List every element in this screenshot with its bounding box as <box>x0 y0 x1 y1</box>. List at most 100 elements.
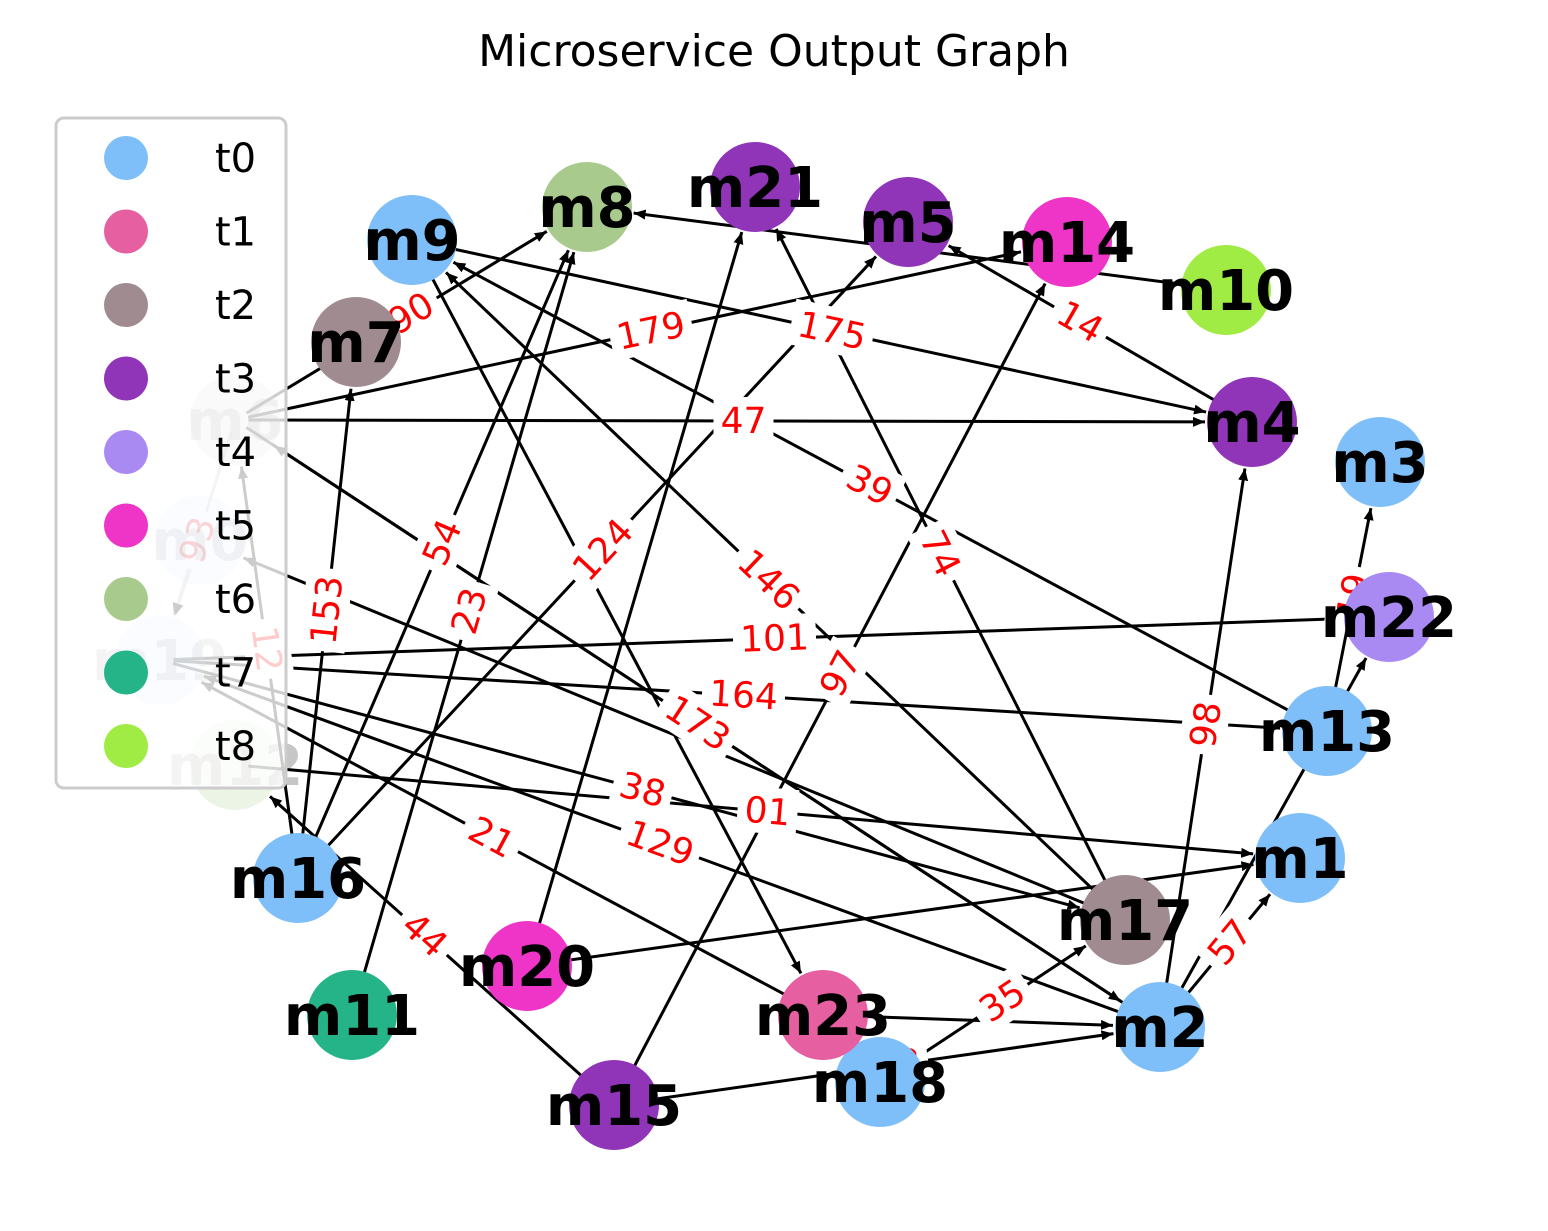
legend-item-t1: t1 <box>104 209 256 256</box>
edge-label-m9-m4: 175 <box>786 298 878 362</box>
edge-m20-m21 <box>529 231 744 954</box>
legend-label-t8: t8 <box>215 724 256 770</box>
legend-label-t4: t4 <box>215 430 256 476</box>
svg-text:57: 57 <box>1200 912 1261 973</box>
edge-label-m2-m4: 98 <box>1177 691 1233 758</box>
node-label-m17: m17 <box>1057 889 1193 954</box>
node-m1: m1 <box>1251 813 1349 903</box>
legend-swatch-t0 <box>104 136 148 180</box>
node-circle-m17 <box>1080 875 1170 965</box>
svg-text:153: 153 <box>303 574 351 647</box>
node-m18: m18 <box>812 1037 948 1127</box>
edge-label-m23-m19: 21 <box>454 802 530 872</box>
node-m4: m4 <box>1203 377 1301 467</box>
svg-text:98: 98 <box>1183 699 1230 750</box>
node-circle-m2 <box>1115 982 1205 1072</box>
legend-item-t6: t6 <box>104 577 256 623</box>
legend-swatch-t7 <box>104 650 148 695</box>
legend-item-t0: t0 <box>104 136 256 182</box>
node-circle-m7 <box>311 297 401 387</box>
node-label-m23: m23 <box>755 984 891 1049</box>
legend-item-t4: t4 <box>104 430 256 476</box>
node-m15: m15 <box>546 1060 682 1150</box>
node-m22: m22 <box>1321 572 1457 662</box>
node-label-m10: m10 <box>1158 259 1294 324</box>
edge-label-m18-m17: 35 <box>964 964 1040 1036</box>
node-circle-m4 <box>1207 377 1297 467</box>
svg-text:129: 129 <box>621 813 700 875</box>
node-label-m8: m8 <box>538 176 635 241</box>
legend-swatch-t5 <box>104 503 148 548</box>
node-circle-m9 <box>367 195 457 285</box>
node-circle-m22 <box>1344 572 1434 662</box>
node-circle-m20 <box>482 921 572 1011</box>
svg-text:101: 101 <box>739 617 809 660</box>
legend-swatch-t6 <box>104 577 148 621</box>
node-circle-m10 <box>1181 245 1271 335</box>
node-label-m9: m9 <box>363 209 460 274</box>
legend-label-t1: t1 <box>215 210 256 256</box>
legend-swatch-t2 <box>104 283 148 327</box>
node-label-m5: m5 <box>859 191 956 256</box>
node-m16: m16 <box>230 833 366 923</box>
node-m7: m7 <box>307 297 405 387</box>
legend-label-t3: t3 <box>215 357 256 403</box>
node-circle-m5 <box>863 177 953 267</box>
node-circle-m11 <box>307 970 397 1060</box>
node-m2: m2 <box>1111 982 1209 1072</box>
node-label-m2: m2 <box>1111 996 1208 1061</box>
node-label-m11: m11 <box>284 984 420 1049</box>
edge-label-m11-m8: 23 <box>438 575 500 646</box>
node-m3: m3 <box>1331 417 1429 507</box>
legend-swatch-t8 <box>104 724 148 768</box>
edge-label-m13-m9: 39 <box>832 450 908 520</box>
node-m23: m23 <box>755 970 891 1060</box>
legend-label-t7: t7 <box>215 651 256 697</box>
legend-label-t5: t5 <box>215 504 256 550</box>
legend-swatch-t4 <box>104 430 148 474</box>
node-m9: m9 <box>363 195 461 285</box>
node-label-m20: m20 <box>459 935 595 1000</box>
node-label-m3: m3 <box>1331 431 1428 496</box>
node-circle-m14 <box>1022 197 1112 287</box>
legend-label-t0: t0 <box>215 136 256 182</box>
node-circle-m3 <box>1335 417 1425 507</box>
node-m17: m17 <box>1057 875 1193 965</box>
node-m21: m21 <box>687 142 823 232</box>
node-m20: m20 <box>459 921 595 1011</box>
node-label-m1: m1 <box>1251 827 1348 892</box>
legend-swatch-t3 <box>104 356 148 401</box>
node-circle-m8 <box>542 162 632 252</box>
node-label-m4: m4 <box>1203 391 1300 456</box>
legend-item-t2: t2 <box>104 283 256 329</box>
edge-label-m4-m5: 14 <box>1043 286 1118 357</box>
edge-label-m19-m13: 164 <box>700 669 787 720</box>
legend-box <box>54 116 288 790</box>
legend-item-t7: t7 <box>104 650 256 697</box>
node-m5: m5 <box>859 177 957 267</box>
node-label-m7: m7 <box>307 311 404 376</box>
node-label-m22: m22 <box>1321 586 1457 651</box>
edge-label-m19-m17: 38 <box>607 759 678 820</box>
node-label-m15: m15 <box>546 1074 682 1139</box>
graph-title: Microservice Output Graph <box>478 26 1070 77</box>
legend-item-t3: t3 <box>104 356 256 403</box>
edge-m23-m2 <box>836 1013 1114 1030</box>
legend-item-t8: t8 <box>104 724 256 770</box>
legend-swatch-t1 <box>104 209 148 254</box>
node-label-m16: m16 <box>230 847 366 912</box>
node-label-m13: m13 <box>1259 700 1395 765</box>
edge-m9-m23 <box>416 251 803 975</box>
node-circle-m16 <box>253 833 343 923</box>
edge-label-m16-m8: 54 <box>408 505 475 579</box>
svg-text:47: 47 <box>721 401 767 442</box>
edge-label-m6-m4: 47 <box>713 396 774 444</box>
edge-label-m19-m22: 101 <box>732 613 817 662</box>
node-circle-m15 <box>569 1060 659 1150</box>
edge-label-m16-m7: 153 <box>298 566 354 654</box>
edge-label-m2-m1: 57 <box>1192 904 1267 980</box>
legend-label-t2: t2 <box>215 283 256 329</box>
legend-item-t5: t5 <box>104 503 256 550</box>
edge-label-m12-m1: 01 <box>735 784 800 837</box>
